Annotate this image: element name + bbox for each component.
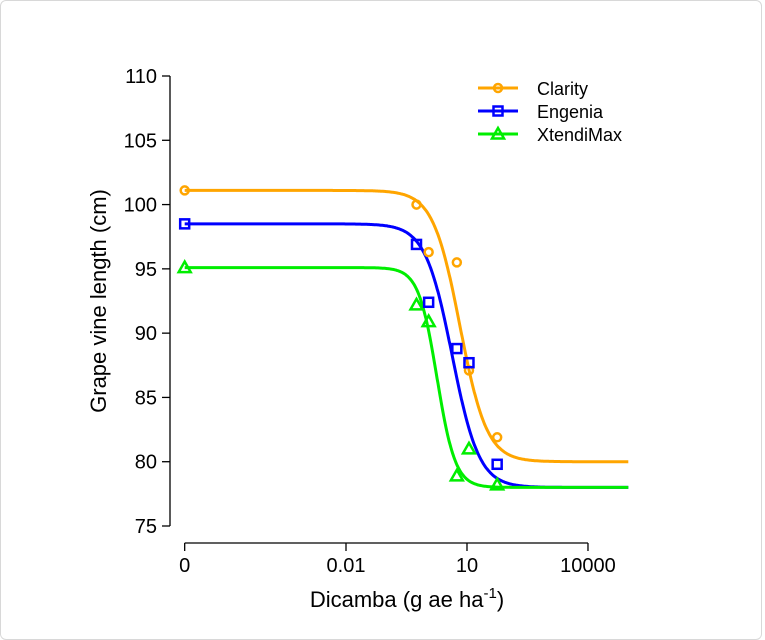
data-point-engenia xyxy=(410,238,423,251)
legend-marker-triangle xyxy=(489,125,507,140)
data-point-xtendimax xyxy=(408,296,425,311)
data-point-xtendimax xyxy=(489,476,506,491)
fit-curve-engenia xyxy=(184,222,629,489)
legend-marker-circle xyxy=(492,82,504,94)
x-tick-label: 0.01 xyxy=(327,555,366,577)
data-point-xtendimax xyxy=(176,259,193,274)
data-point-engenia xyxy=(178,218,191,230)
y-tick-label: 95 xyxy=(135,259,157,281)
data-point-clarity xyxy=(491,432,503,443)
y-tick-label: 110 xyxy=(125,66,157,88)
data-points xyxy=(176,185,506,491)
axes: 75 80 85 90 95 100 105 110 0 0.01 10 10000 xyxy=(124,66,616,577)
fit-curves xyxy=(184,188,629,489)
x-tick-label: 10 xyxy=(456,555,478,577)
data-point-engenia xyxy=(422,296,435,309)
y-tick-label: 90 xyxy=(135,323,157,345)
fit-curve-xtendimax xyxy=(184,266,629,489)
fit-curve-clarity xyxy=(184,188,629,464)
data-point-clarity xyxy=(179,185,190,196)
data-point-engenia xyxy=(463,356,475,369)
dose-response-chart: 75 80 85 90 95 100 105 110 0 0.01 10 10000 Clarity E… xyxy=(86,66,629,612)
y-tick-label: 75 xyxy=(135,516,157,538)
data-point-clarity xyxy=(423,246,434,258)
y-tick-label: 85 xyxy=(135,387,157,409)
y-axis-label: Grape vine length (cm) xyxy=(86,189,111,413)
y-tick-label: 105 xyxy=(124,130,157,152)
data-point-xtendimax xyxy=(460,440,478,455)
legend-label: Engenia xyxy=(537,102,604,122)
legend-label: Clarity xyxy=(537,79,588,99)
legend-label: XtendiMax xyxy=(537,125,622,145)
data-point-clarity xyxy=(411,199,422,210)
x-axis-label: Dicamba (g ae ha-1) xyxy=(310,585,504,612)
data-point-clarity xyxy=(451,257,463,268)
data-point-engenia xyxy=(491,458,503,471)
data-point-xtendimax xyxy=(448,467,465,482)
y-tick-label: 80 xyxy=(135,452,157,474)
legend: Clarity Engenia XtendiMax xyxy=(478,79,622,145)
data-point-engenia xyxy=(451,342,463,355)
data-point-xtendimax xyxy=(420,313,437,328)
x-tick-label: 0 xyxy=(179,555,190,577)
x-tick-label: 10000 xyxy=(560,555,616,577)
y-tick-label: 100 xyxy=(124,195,157,217)
legend-marker-square xyxy=(492,105,504,117)
